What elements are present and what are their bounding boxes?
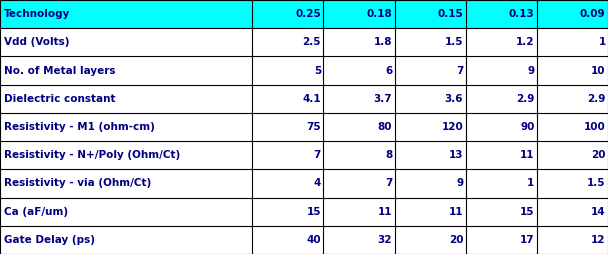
Text: 7: 7 [385, 179, 392, 188]
Text: 14: 14 [591, 207, 606, 217]
Text: 0.13: 0.13 [509, 9, 534, 19]
Text: 20: 20 [591, 150, 606, 160]
Text: 13: 13 [449, 150, 463, 160]
Text: 5: 5 [314, 66, 321, 75]
Text: 12: 12 [591, 235, 606, 245]
Text: Dielectric constant: Dielectric constant [4, 94, 115, 104]
Text: 2.9: 2.9 [516, 94, 534, 104]
Text: 1: 1 [598, 37, 606, 47]
Text: Gate Delay (ps): Gate Delay (ps) [4, 235, 95, 245]
Text: 1.8: 1.8 [374, 37, 392, 47]
Text: No. of Metal layers: No. of Metal layers [4, 66, 115, 75]
Text: 7: 7 [314, 150, 321, 160]
Text: 80: 80 [378, 122, 392, 132]
Text: 10: 10 [591, 66, 606, 75]
Text: 1: 1 [527, 179, 534, 188]
Text: 90: 90 [520, 122, 534, 132]
Text: 4: 4 [314, 179, 321, 188]
Text: Resistivity - N+/Poly (Ohm/Ct): Resistivity - N+/Poly (Ohm/Ct) [4, 150, 180, 160]
Text: Resistivity - M1 (ohm-cm): Resistivity - M1 (ohm-cm) [4, 122, 154, 132]
Text: 0.15: 0.15 [438, 9, 463, 19]
Text: 1.5: 1.5 [587, 179, 606, 188]
Text: 2.5: 2.5 [303, 37, 321, 47]
Text: 11: 11 [378, 207, 392, 217]
Text: Ca (aF/um): Ca (aF/um) [4, 207, 67, 217]
Text: 40: 40 [306, 235, 321, 245]
Text: 0.18: 0.18 [367, 9, 392, 19]
Text: 20: 20 [449, 235, 463, 245]
Text: 15: 15 [520, 207, 534, 217]
Text: 17: 17 [520, 235, 534, 245]
Text: 3.7: 3.7 [373, 94, 392, 104]
Text: 15: 15 [306, 207, 321, 217]
Text: 2.9: 2.9 [587, 94, 606, 104]
Text: 6: 6 [385, 66, 392, 75]
Text: 8: 8 [385, 150, 392, 160]
Text: 3.6: 3.6 [445, 94, 463, 104]
Text: 1.2: 1.2 [516, 37, 534, 47]
Text: 75: 75 [306, 122, 321, 132]
Text: 100: 100 [584, 122, 606, 132]
Text: Vdd (Volts): Vdd (Volts) [4, 37, 69, 47]
Text: 1.5: 1.5 [445, 37, 463, 47]
Text: 9: 9 [527, 66, 534, 75]
Text: 11: 11 [520, 150, 534, 160]
Text: Technology: Technology [4, 9, 70, 19]
Text: Resistivity - via (Ohm/Ct): Resistivity - via (Ohm/Ct) [4, 179, 151, 188]
Text: 4.1: 4.1 [302, 94, 321, 104]
Text: 7: 7 [456, 66, 463, 75]
Text: 11: 11 [449, 207, 463, 217]
Text: 0.25: 0.25 [295, 9, 321, 19]
Text: 0.09: 0.09 [580, 9, 606, 19]
Text: 120: 120 [441, 122, 463, 132]
Text: 9: 9 [456, 179, 463, 188]
Text: 32: 32 [378, 235, 392, 245]
